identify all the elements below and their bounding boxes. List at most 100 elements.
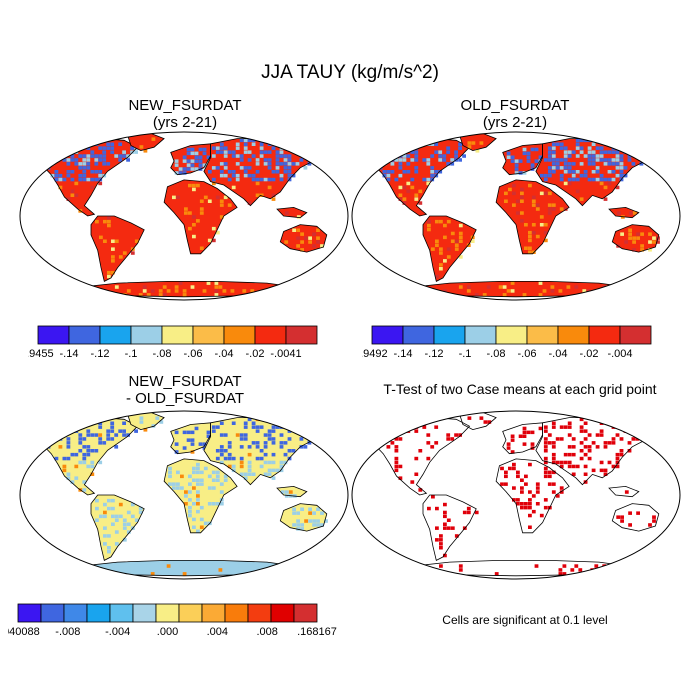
map-cell [107, 274, 111, 279]
map-ttest [351, 410, 681, 580]
map-cell [627, 441, 632, 445]
map-cell [510, 450, 515, 454]
map-cell [215, 150, 220, 154]
map-cell [182, 560, 187, 564]
map-cell [378, 162, 383, 166]
map-cell [587, 154, 592, 158]
map-cell [506, 289, 511, 293]
map-cell [316, 240, 320, 244]
map-cell [594, 564, 599, 568]
map-cell [512, 486, 516, 490]
map-cell [299, 146, 304, 150]
map-cell [287, 437, 292, 441]
map-cell [567, 464, 572, 469]
map-cell [551, 445, 556, 449]
map-cell [86, 154, 91, 158]
panel-title-diff: NEW_FSURDAT - OLD_FSURDAT [75, 373, 295, 407]
map-cell [198, 155, 203, 159]
map-cell [219, 199, 224, 203]
map-cell [199, 517, 204, 522]
map-cell [531, 494, 536, 498]
map-cell [390, 170, 395, 174]
map-cell [102, 154, 107, 158]
colorbar-label: -.9455 [28, 348, 54, 360]
map-cell [134, 518, 139, 522]
map-cell [543, 456, 548, 461]
map-cell [210, 568, 215, 572]
map-cell [250, 289, 255, 293]
map-cell [198, 572, 203, 576]
map-cell [162, 285, 167, 289]
map-cell [630, 568, 634, 572]
panel-title-diff-line2: - OLD_FSURDAT [125, 390, 245, 407]
map-cell [159, 420, 164, 424]
map-cell [394, 468, 399, 473]
map-cell [207, 486, 212, 490]
map-cell [118, 158, 123, 162]
map-cell [454, 154, 458, 158]
map-cell [239, 445, 244, 449]
map-cell [543, 470, 548, 475]
map-cell [111, 568, 115, 572]
map-cell [50, 429, 55, 433]
map-cell [172, 482, 176, 486]
map-cell [551, 162, 556, 166]
map-cell [98, 146, 103, 150]
map-cell [219, 215, 224, 219]
colorbar-swatch [293, 603, 318, 623]
map-cell [458, 564, 463, 568]
map-cell [91, 568, 95, 572]
map-cell [619, 146, 624, 150]
map-cell [534, 564, 539, 568]
map-cell [443, 223, 447, 228]
map-cell [308, 507, 312, 511]
map-cell [223, 478, 228, 482]
map-cell [587, 456, 592, 461]
map-cell [559, 425, 564, 429]
map-cell [518, 434, 523, 438]
map-cell [142, 568, 147, 572]
map-cell [466, 289, 471, 293]
map-cell [522, 434, 527, 438]
map-cell [567, 150, 572, 154]
map-cell [103, 502, 107, 507]
map-cell [632, 240, 636, 244]
map-cell [315, 433, 320, 437]
map-cell [462, 510, 467, 515]
map-cell [543, 238, 548, 243]
map-cell [130, 572, 135, 576]
map-cell [188, 211, 192, 215]
map-cell [230, 572, 235, 576]
map-cell [79, 568, 83, 572]
map-cell [296, 215, 301, 219]
map-cell [528, 525, 532, 529]
map-cell [514, 171, 519, 175]
map-cell [583, 437, 588, 441]
map-cell [454, 243, 459, 247]
map-cell [279, 445, 284, 449]
map-cell [543, 466, 548, 471]
colorbar-swatch [40, 603, 65, 623]
map-cell [219, 170, 224, 174]
map-cell [242, 568, 247, 572]
map-cell [623, 166, 628, 170]
map-cell [227, 441, 232, 445]
map-cell [90, 150, 95, 154]
map-cell [111, 522, 115, 526]
map-cell [271, 452, 276, 457]
map-cell [118, 429, 123, 433]
map-cell [535, 486, 540, 490]
map-cell [410, 480, 415, 484]
map-cell [291, 162, 296, 166]
map-cell [99, 514, 103, 519]
map-cell [299, 437, 304, 441]
map-cell [102, 158, 107, 162]
map-cell [194, 159, 199, 163]
map-cell [590, 293, 595, 297]
map-cell [303, 445, 308, 449]
map-cell [114, 518, 119, 522]
map-cell [512, 183, 516, 188]
map-cell [595, 170, 600, 174]
map-cell [82, 154, 87, 158]
map-cell [579, 456, 584, 461]
